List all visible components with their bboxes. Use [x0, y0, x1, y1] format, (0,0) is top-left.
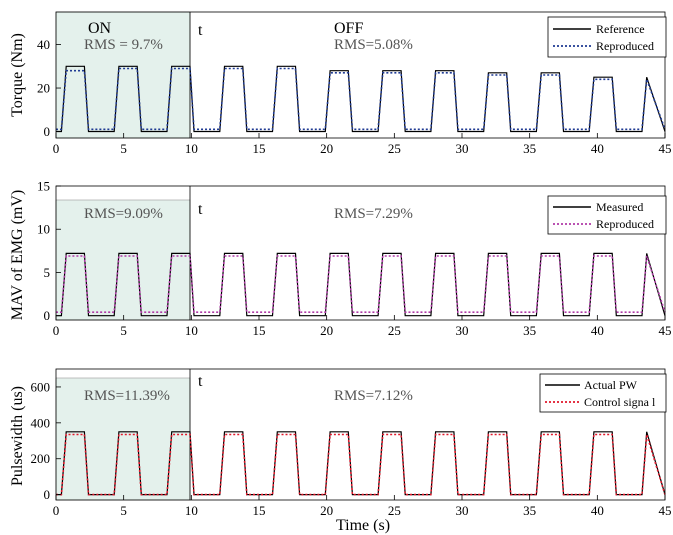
rms-off-label: RMS=5.08% — [334, 37, 413, 53]
x-tick-label: 20 — [320, 141, 333, 156]
torque-ticks: 0 5 10 15 20 25 30 35 40 45 0 20 40 — [37, 37, 672, 156]
emg-panel: 0 5 10 15 20 25 30 35 40 45 0 5 10 15 RMS=9.09% t RMS… — [9, 179, 672, 339]
legend: Measured Reproduced — [547, 195, 667, 235]
y-tick-label: 200 — [31, 451, 51, 466]
x-tick-label: 35 — [523, 503, 536, 518]
off-label: OFF — [334, 20, 363, 37]
rms-off-label: RMS=7.29% — [334, 206, 413, 222]
rms-on-label: RMS=11.39% — [84, 388, 170, 404]
y-tick-label: 400 — [31, 415, 51, 430]
y-tick-label: 10 — [37, 222, 50, 237]
series-line-secondary — [56, 67, 666, 131]
emg-series — [56, 252, 666, 317]
x-tick-label: 40 — [591, 141, 604, 156]
y-axis-title: MAV of EMG (mV) — [9, 190, 26, 321]
y-tick-label: 20 — [37, 81, 50, 96]
y-tick-label: 0 — [44, 308, 51, 323]
x-tick-label: 5 — [120, 503, 127, 518]
on-phase-shade — [55, 11, 191, 139]
torque-series — [56, 65, 666, 133]
x-tick-label: 45 — [659, 503, 672, 518]
y-tick-label: 5 — [44, 265, 51, 280]
rms-on-label: RMS = 9.7% — [84, 37, 163, 53]
x-tick-label: 45 — [659, 141, 672, 156]
legend-label-reproduced: Reproduced — [596, 217, 654, 231]
x-tick-label: 10 — [185, 503, 198, 518]
x-tick-label: 25 — [388, 141, 401, 156]
x-tick-label: 0 — [53, 323, 60, 338]
x-tick-label: 40 — [591, 503, 604, 518]
legend-label-measured: Measured — [596, 200, 643, 214]
x-tick-label: 5 — [120, 141, 127, 156]
legend-box — [547, 195, 667, 235]
pulsewidth-ticks: 0 5 10 15 20 25 30 35 40 45 0 200 400 600 — [31, 379, 672, 518]
x-tick-label: 35 — [523, 141, 536, 156]
legend: Actual PW Control signa l — [539, 373, 667, 413]
legend-label-reproduced: Reproduced — [596, 39, 654, 53]
rms-on-label: RMS=9.09% — [84, 206, 163, 222]
x-tick-label: 10 — [185, 323, 198, 338]
y-tick-label: 15 — [37, 179, 50, 194]
plot-frame — [55, 11, 666, 139]
x-axis-title: Time (s) — [336, 517, 390, 534]
x-tick-label: 10 — [185, 141, 198, 156]
x-tick-label: 40 — [591, 323, 604, 338]
on-label: ON — [88, 20, 112, 37]
y-tick-label: 40 — [37, 37, 50, 52]
plot-frame — [55, 368, 666, 501]
x-tick-label: 25 — [388, 323, 401, 338]
t-marker-label: t — [198, 201, 203, 218]
x-tick-label: 0 — [53, 503, 60, 518]
series-line-secondary — [56, 255, 666, 313]
y-axis-title: Pulsewidth (us) — [9, 386, 26, 486]
x-tick-label: 20 — [320, 323, 333, 338]
legend-label-actual-pw: Actual PW — [584, 378, 638, 392]
rms-off-label: RMS=7.12% — [334, 388, 413, 404]
x-tick-label: 5 — [120, 323, 127, 338]
y-tick-label: 0 — [44, 487, 51, 502]
y-tick-label: 600 — [31, 379, 51, 394]
x-tick-label: 15 — [253, 503, 266, 518]
pulsewidth-series — [56, 431, 666, 496]
t-marker-label: t — [198, 22, 203, 39]
legend-box — [539, 373, 667, 413]
x-tick-label: 30 — [456, 503, 469, 518]
x-tick-label: 15 — [253, 141, 266, 156]
x-tick-label: 0 — [53, 141, 60, 156]
x-tick-label: 35 — [523, 323, 536, 338]
x-tick-label: 20 — [320, 503, 333, 518]
x-tick-label: 25 — [388, 503, 401, 518]
y-axis-title: Torque (Nm) — [9, 33, 26, 117]
emg-ticks: 0 5 10 15 20 25 30 35 40 45 0 5 10 15 — [37, 179, 672, 339]
series-line-secondary — [56, 433, 666, 496]
x-tick-label: 45 — [659, 323, 672, 338]
x-tick-label: 15 — [253, 323, 266, 338]
plot-frame — [55, 185, 666, 321]
x-tick-label: 30 — [456, 323, 469, 338]
legend-box — [547, 16, 667, 58]
legend-label-reference: Reference — [596, 22, 645, 36]
x-tick-label: 30 — [456, 141, 469, 156]
y-tick-label: 0 — [44, 124, 51, 139]
legend-label-control-signal: Control signa l — [584, 395, 656, 409]
legend: Reference Reproduced — [547, 16, 667, 58]
t-marker-label: t — [198, 373, 203, 390]
